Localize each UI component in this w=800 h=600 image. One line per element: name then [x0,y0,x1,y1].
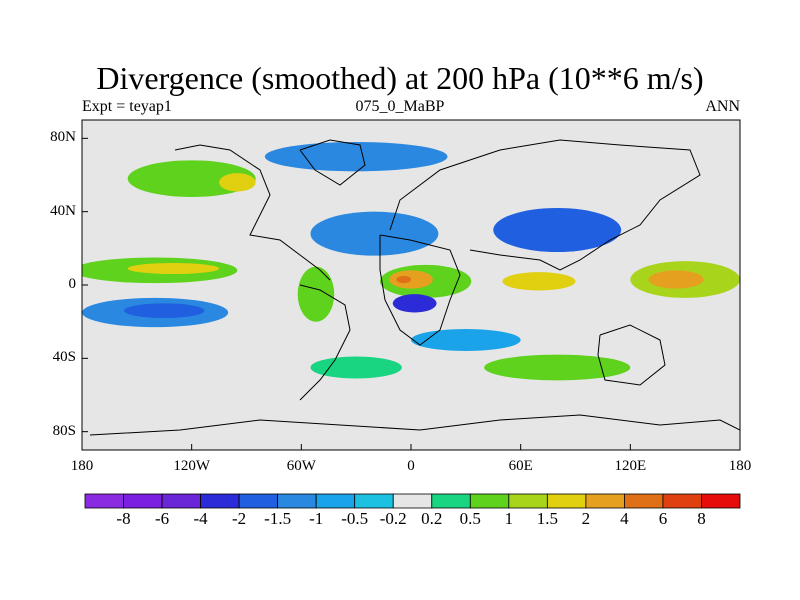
colorbar-swatch [624,493,664,509]
atlantic-convergence-contour [310,211,439,256]
colorbar-swatch [392,493,433,509]
plot-title: Divergence (smoothed) at 200 hPa (10**6 … [96,60,704,96]
x-tick-label: 180 [70,458,94,474]
colorbar-swatch [315,493,356,509]
south-america-coast [299,284,351,401]
colorbar-swatch [123,493,163,509]
x-tick-label: 180 [728,458,752,474]
colorbar-label: -2 [232,509,247,528]
colorbar-swatch [84,493,124,509]
colorbar-label: 0.2 [421,509,443,528]
coastline [89,139,740,436]
north-america-coast [174,144,331,281]
y-tick-label: 40N [50,202,76,219]
arctic-convergence-contour [264,142,448,172]
colorbar-swatch [546,493,587,509]
asia-convergence-contour [493,208,622,252]
colorbar-swatch [508,493,548,509]
east-pacific-core-contour [127,263,220,274]
southern-divergence-contour [484,354,631,381]
colorbar-swatch [585,493,625,509]
y-tick-label: 80S [52,422,76,439]
x-tick-label: 120E [614,458,647,474]
west-pacific-core-contour [648,270,704,289]
colorbar-label: -8 [116,509,131,528]
x-tick-label: 0 [407,458,415,474]
colorbar-label: 4 [620,509,629,528]
colorbar-label: -0.2 [379,509,407,528]
colorbar-label: -4 [193,509,208,528]
colorbar-swatch [469,493,510,509]
colorbar-label: -0.5 [341,509,369,528]
x-tick-label: 60E [508,458,533,474]
africa-coast [379,234,461,346]
south-pacific-core-contour [124,303,205,318]
colorbar-swatch [431,493,471,509]
colorbar-swatch [238,493,279,509]
africa-peak-contour [396,275,412,284]
colorbar-label: 8 [697,509,706,528]
axis-ticks [81,137,741,450]
colorbar-label: -6 [154,509,170,528]
antarctica-coast [89,414,740,436]
colorbar-label: 1 [504,509,514,528]
eurasia-coast [389,139,701,271]
y-tick-label: 40S [52,349,76,366]
season-label: ANN [705,98,740,115]
experiment-label: Expt = teyap1 [82,98,172,115]
colorbar-swatch [200,493,240,509]
colorbar-label: -1 [309,509,324,528]
africa-south-convergence-contour [392,294,437,313]
colorbar-label: 2 [581,509,591,528]
colorbar-label: 1.5 [536,509,558,528]
colorbar-swatch [161,493,201,509]
period-label: 075_0_MaBP [355,98,445,115]
colorbar-label: 6 [658,509,668,528]
antarctic-convergence-contour [411,329,521,351]
x-tick-label: 60W [286,458,316,474]
colorbar [84,493,741,509]
north-pacific-core-contour [219,173,256,192]
x-tick-label: 120W [173,458,210,474]
colorbar-swatch [662,493,702,509]
south-america-divergence-contour [297,266,335,322]
greenland-coast [299,139,366,186]
colorbar-swatch [701,493,741,509]
colorbar-label: -1.5 [264,509,292,528]
colorbar-swatch [354,493,394,509]
y-tick-label: 0 [68,276,77,292]
colorbar-swatch [277,493,317,509]
colorbar-label: 0.5 [459,509,481,528]
indian-ocean-divergence-contour [502,272,576,291]
y-tick-label: 80N [50,129,76,146]
australia-coast [597,324,666,386]
